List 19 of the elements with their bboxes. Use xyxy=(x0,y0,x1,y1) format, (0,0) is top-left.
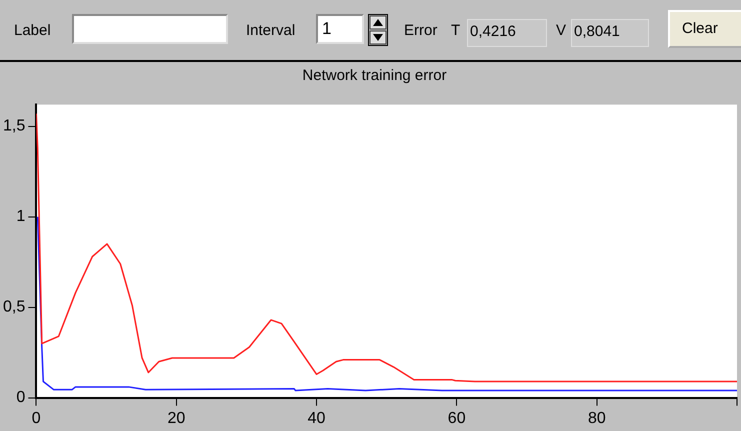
text: T xyxy=(451,22,460,39)
text: Clear xyxy=(682,20,718,37)
text: V xyxy=(556,22,566,39)
x-tick-label: 0 xyxy=(32,410,41,427)
text: 1 xyxy=(322,19,332,39)
y-tick-label: 0 xyxy=(16,389,26,406)
text: 0,4216 xyxy=(467,19,547,47)
x-tick-label: 60 xyxy=(448,410,466,427)
y-tick-label: 1,5 xyxy=(2,118,26,135)
text: 0,8041 xyxy=(571,19,649,47)
text: Interval xyxy=(246,22,296,39)
y-tick-label: 1 xyxy=(16,208,26,226)
text: Error xyxy=(404,22,438,39)
x-tick-label: 20 xyxy=(167,410,186,427)
x-tick-label: 80 xyxy=(588,410,606,427)
x-tick-label: 40 xyxy=(308,410,326,427)
y-tick-label: 0,5 xyxy=(2,298,26,316)
chart-title: Network training error xyxy=(301,66,448,86)
text: Label xyxy=(14,22,51,39)
